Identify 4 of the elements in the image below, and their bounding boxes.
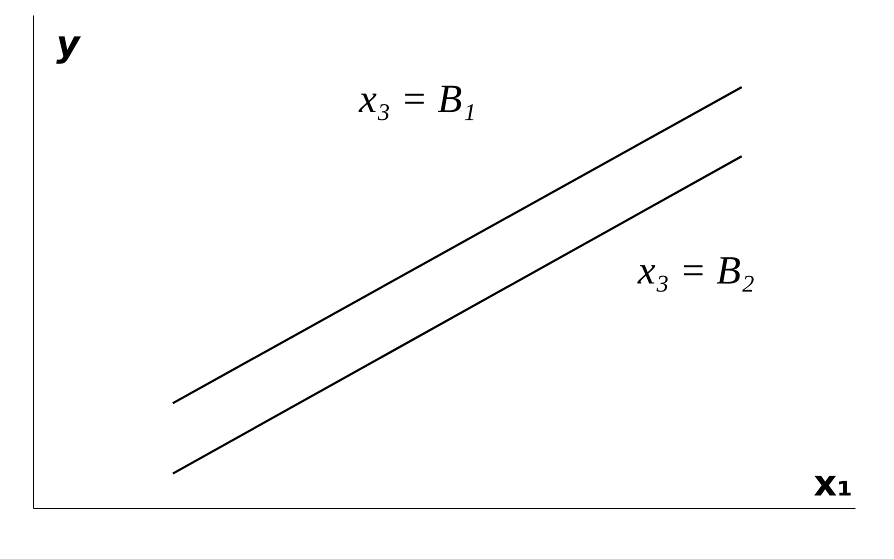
y-axis-title: y	[56, 24, 82, 65]
text: x₃ = B₁	[358, 76, 476, 122]
x-axis-title: x₁	[814, 463, 853, 504]
series-label: x₃ = B₂	[636, 248, 755, 293]
